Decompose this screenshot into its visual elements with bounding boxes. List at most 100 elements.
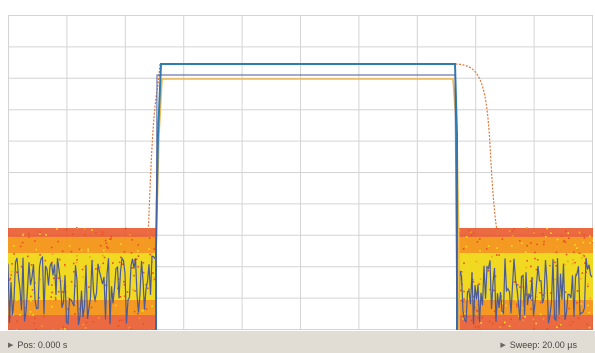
- persistence-dot: [477, 325, 480, 328]
- persistence-dot: [546, 328, 549, 330]
- persistence-dot: [50, 246, 53, 249]
- persistence-dot: [500, 312, 503, 314]
- persistence-dot: [26, 274, 29, 276]
- persistence-dot: [533, 304, 535, 307]
- persistence-dot: [516, 260, 519, 263]
- persistence-dot: [121, 308, 123, 311]
- persistence-dot: [61, 307, 64, 310]
- persistence-dot: [57, 277, 60, 279]
- persistence-dot: [121, 303, 124, 305]
- persistence-dot: [99, 266, 102, 269]
- persistence-dot: [71, 233, 74, 235]
- persistence-dot: [21, 241, 24, 244]
- persistence-dot: [568, 237, 570, 239]
- persistence-dot: [117, 287, 119, 290]
- persistence-dot: [460, 289, 462, 292]
- persistence-dot: [51, 291, 53, 294]
- persistence-dot: [515, 299, 517, 301]
- persistence-dot: [120, 243, 122, 245]
- persistence-dot: [562, 240, 565, 243]
- persistence-dot: [590, 257, 593, 259]
- trace-average: [155, 63, 458, 330]
- persistence-dot: [124, 295, 126, 297]
- persistence-dot: [152, 272, 154, 274]
- persistence-dot: [118, 319, 121, 322]
- persistence-dot: [556, 245, 559, 248]
- persistence-dot: [555, 264, 557, 267]
- persistence-dot: [55, 298, 57, 301]
- persistence-dot: [118, 261, 121, 264]
- persistence-dot: [545, 235, 547, 238]
- persistence-dot: [460, 271, 463, 273]
- persistence-dot: [535, 322, 537, 325]
- persistence-dot: [588, 326, 591, 329]
- persistence-dot: [497, 250, 499, 253]
- persistence-dot: [580, 232, 582, 235]
- persistence-dot: [525, 266, 528, 269]
- persistence-dot: [498, 286, 500, 289]
- persistence-dot: [13, 300, 16, 303]
- persistence-dot: [589, 242, 591, 244]
- persistence-dot: [584, 262, 586, 264]
- persistence-dot: [541, 233, 544, 235]
- persistence-dot: [558, 317, 560, 319]
- persistence-dot: [526, 227, 528, 229]
- persistence-dot: [513, 281, 516, 283]
- persistence-dot: [508, 325, 511, 327]
- persistence-dot: [87, 248, 89, 250]
- persistence-dot: [530, 299, 533, 301]
- persistence-dot: [142, 262, 145, 264]
- persistence-dot: [589, 235, 591, 237]
- persistence-dot: [564, 291, 567, 293]
- plot-area[interactable]: [8, 15, 593, 330]
- persistence-dot: [493, 310, 496, 313]
- persistence-dot: [138, 317, 141, 319]
- persistence-dot: [458, 229, 461, 232]
- persistence-dot: [513, 228, 515, 230]
- persistence-dot: [468, 229, 471, 232]
- persistence-dot: [53, 255, 56, 257]
- persistence-dot: [101, 254, 104, 257]
- persistence-dot: [144, 281, 146, 284]
- persistence-dot: [11, 263, 13, 265]
- persistence-dot: [535, 268, 538, 271]
- trace-live-right: [456, 257, 593, 325]
- persistence-dot: [85, 327, 87, 329]
- persistence-dot: [112, 262, 114, 264]
- persistence-dot: [470, 319, 473, 322]
- persistence-dot: [476, 310, 479, 313]
- persistence-dot: [128, 326, 131, 329]
- persistence-dot: [64, 263, 66, 266]
- persistence-dot: [128, 246, 131, 249]
- persistence-dot: [501, 238, 504, 240]
- persistence-dot: [474, 306, 476, 309]
- persistence-dot: [565, 230, 567, 233]
- persistence-dot: [560, 294, 562, 297]
- persistence-dot: [147, 287, 149, 290]
- persistence-dot: [52, 277, 55, 280]
- persistence-dot: [591, 300, 593, 303]
- persistence-dot: [578, 252, 581, 254]
- persistence-dot: [41, 325, 43, 328]
- persistence-dot: [52, 329, 55, 330]
- persistence-dot: [549, 265, 551, 267]
- persistence-dot: [525, 248, 528, 250]
- persistence-dot: [153, 277, 156, 279]
- persistence-dot: [564, 241, 567, 244]
- persistence-dot: [533, 289, 535, 292]
- persistence-dot: [65, 228, 68, 231]
- persistence-dot: [125, 245, 128, 247]
- persistence-dot: [532, 318, 535, 321]
- persistence-dot: [569, 259, 572, 262]
- persistence-dot: [583, 255, 586, 257]
- status-bar: ▶ Pos: 0.000 s ▶ Sweep: 20.00 µs: [0, 331, 595, 353]
- persistence-dot: [103, 249, 105, 252]
- persistence-dot: [586, 323, 589, 326]
- triangle-right-icon: ▶: [500, 342, 506, 349]
- persistence-dot: [465, 245, 468, 248]
- persistence-dot: [488, 320, 491, 323]
- persistence-dot: [491, 255, 493, 258]
- persistence-dot: [516, 243, 518, 245]
- persistence-dot: [592, 241, 593, 243]
- persistence-dot: [576, 247, 578, 250]
